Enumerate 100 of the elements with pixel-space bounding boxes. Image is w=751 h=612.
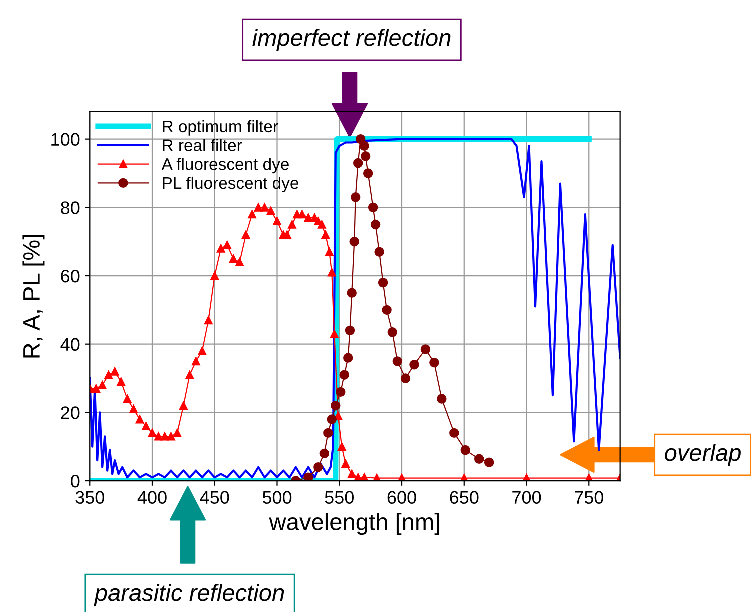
- text: parasitic reflection: [94, 584, 284, 606]
- point: [450, 428, 460, 438]
- point: [223, 241, 232, 250]
- point: [330, 330, 339, 338]
- point: [204, 316, 213, 325]
- x-tick-label: 700: [512, 491, 542, 504]
- point: [340, 370, 350, 380]
- point: [142, 422, 150, 431]
- point: [370, 220, 381, 230]
- point: [180, 402, 188, 410]
- point: [266, 206, 276, 216]
- point: [167, 432, 176, 441]
- point: [344, 353, 354, 363]
- point: [392, 356, 402, 366]
- point: [148, 429, 157, 438]
- point: [356, 134, 366, 144]
- point: [347, 288, 357, 298]
- point: [314, 462, 324, 472]
- point: [210, 272, 220, 280]
- point: [130, 405, 138, 414]
- point: [374, 247, 384, 257]
- point: [410, 360, 420, 370]
- point: [216, 244, 226, 253]
- x-tick-label: 400: [138, 491, 167, 504]
- legend-label: R optimum filter: [163, 120, 278, 136]
- y-tick-label: 40: [60, 338, 80, 352]
- point: [327, 414, 338, 424]
- point: [173, 429, 182, 438]
- point: [229, 254, 238, 264]
- point: [336, 387, 346, 398]
- point: [325, 248, 334, 256]
- y-tick-label: 100: [52, 133, 80, 146]
- point: [350, 192, 361, 202]
- point: [318, 220, 326, 229]
- point: [186, 370, 194, 380]
- y-tick-label: 20: [61, 406, 80, 420]
- point: [350, 236, 360, 247]
- point: [136, 415, 144, 424]
- point: [400, 374, 411, 384]
- legend-label: A fluorescent dye: [162, 158, 289, 174]
- point: [154, 432, 163, 441]
- point: [353, 158, 364, 168]
- point: [117, 378, 126, 386]
- point: [198, 347, 207, 356]
- point: [331, 400, 341, 411]
- point: [110, 368, 120, 376]
- x-axis-title: wavelength [nm]: [269, 513, 440, 536]
- point: [283, 230, 292, 240]
- legend-label: R real filter: [163, 139, 242, 152]
- point: [98, 381, 107, 390]
- point: [360, 152, 371, 162]
- point: [298, 210, 306, 219]
- point: [378, 278, 388, 288]
- point: [304, 472, 314, 482]
- point: [420, 344, 431, 354]
- point: [192, 357, 200, 366]
- point: [304, 214, 313, 222]
- point: [320, 448, 330, 459]
- point: [324, 428, 334, 438]
- x-tick-label: 550: [325, 491, 354, 504]
- point: [382, 305, 392, 316]
- point: [254, 204, 263, 212]
- point: [474, 454, 484, 464]
- x-tick-label: 750: [575, 491, 604, 504]
- point: [273, 217, 282, 226]
- y-tick-label: 0: [71, 474, 80, 488]
- point: [363, 168, 374, 178]
- point: [123, 394, 132, 404]
- x-tick-label: 650: [450, 491, 479, 504]
- x-tick-label: 350: [76, 491, 104, 504]
- point: [248, 210, 256, 219]
- x-tick-label: 600: [388, 491, 416, 504]
- y-tick-label: 80: [61, 202, 80, 214]
- point: [342, 460, 350, 468]
- point: [360, 141, 370, 152]
- point: [437, 394, 447, 404]
- point: [348, 470, 356, 478]
- point: [322, 230, 330, 240]
- point: [236, 258, 244, 267]
- point: [430, 358, 440, 368]
- point: [338, 442, 346, 452]
- point: [288, 220, 296, 229]
- point: [460, 445, 470, 456]
- point: [484, 458, 494, 468]
- point: [345, 326, 356, 336]
- y-tick-label: 60: [61, 270, 80, 283]
- point: [388, 328, 398, 338]
- legend-label: PL fluorescent dye: [163, 176, 298, 192]
- point: [328, 268, 336, 277]
- point: [160, 432, 170, 441]
- point: [260, 204, 269, 212]
- y-axis-title: R, A, PL [%]: [22, 234, 45, 358]
- text: overlap: [665, 444, 741, 466]
- point: [104, 370, 113, 380]
- point: [242, 230, 250, 240]
- text: imperfect reflection: [252, 28, 451, 52]
- x-tick-label: 500: [262, 491, 292, 504]
- x-tick-label: 450: [200, 491, 230, 504]
- point: [368, 202, 378, 213]
- point: [92, 384, 101, 393]
